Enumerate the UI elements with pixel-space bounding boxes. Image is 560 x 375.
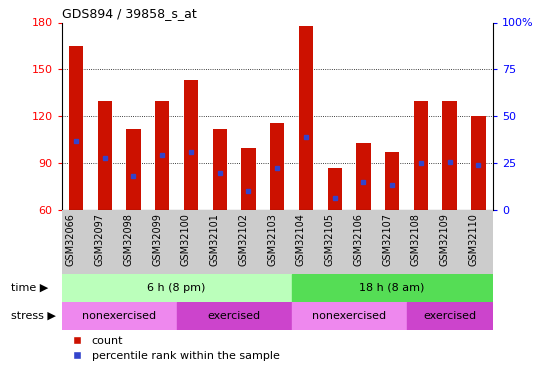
Text: GSM32100: GSM32100 bbox=[181, 213, 191, 266]
Bar bbox=[184, 80, 198, 210]
Text: GSM32098: GSM32098 bbox=[123, 213, 133, 266]
Bar bbox=[356, 143, 371, 210]
Bar bbox=[292, 302, 407, 330]
Text: time ▶: time ▶ bbox=[11, 283, 49, 293]
Text: exercised: exercised bbox=[423, 311, 476, 321]
Text: GSM32103: GSM32103 bbox=[267, 213, 277, 266]
Text: nonexercised: nonexercised bbox=[82, 311, 156, 321]
Bar bbox=[292, 274, 493, 302]
Text: 6 h (8 pm): 6 h (8 pm) bbox=[147, 283, 206, 293]
Text: GSM32097: GSM32097 bbox=[95, 213, 105, 266]
Bar bbox=[62, 302, 176, 330]
Bar bbox=[385, 152, 399, 210]
Text: GSM32110: GSM32110 bbox=[468, 213, 478, 266]
Text: GSM32109: GSM32109 bbox=[440, 213, 450, 266]
Bar bbox=[212, 129, 227, 210]
Text: GSM32101: GSM32101 bbox=[209, 213, 220, 266]
Bar bbox=[97, 100, 112, 210]
Text: GDS894 / 39858_s_at: GDS894 / 39858_s_at bbox=[62, 7, 197, 20]
Legend: count, percentile rank within the sample: count, percentile rank within the sample bbox=[67, 331, 284, 366]
Bar bbox=[69, 46, 83, 210]
Text: stress ▶: stress ▶ bbox=[11, 311, 56, 321]
Text: exercised: exercised bbox=[208, 311, 260, 321]
Text: GSM32108: GSM32108 bbox=[411, 213, 421, 266]
Bar bbox=[407, 302, 493, 330]
Bar bbox=[328, 168, 342, 210]
Bar bbox=[471, 116, 486, 210]
Bar bbox=[62, 274, 292, 302]
Bar bbox=[442, 100, 457, 210]
Bar bbox=[299, 26, 313, 210]
Text: nonexercised: nonexercised bbox=[312, 311, 386, 321]
Bar bbox=[176, 302, 292, 330]
Text: GSM32105: GSM32105 bbox=[325, 213, 335, 266]
Bar bbox=[414, 100, 428, 210]
Bar bbox=[270, 123, 284, 210]
Bar bbox=[155, 100, 169, 210]
Text: GSM32106: GSM32106 bbox=[353, 213, 363, 266]
Text: GSM32104: GSM32104 bbox=[296, 213, 306, 266]
Text: GSM32099: GSM32099 bbox=[152, 213, 162, 266]
Bar bbox=[241, 147, 255, 210]
Text: GSM32107: GSM32107 bbox=[382, 213, 392, 266]
Text: GSM32066: GSM32066 bbox=[66, 213, 76, 266]
Bar bbox=[126, 129, 141, 210]
Text: GSM32102: GSM32102 bbox=[239, 213, 249, 266]
Text: 18 h (8 am): 18 h (8 am) bbox=[360, 283, 425, 293]
